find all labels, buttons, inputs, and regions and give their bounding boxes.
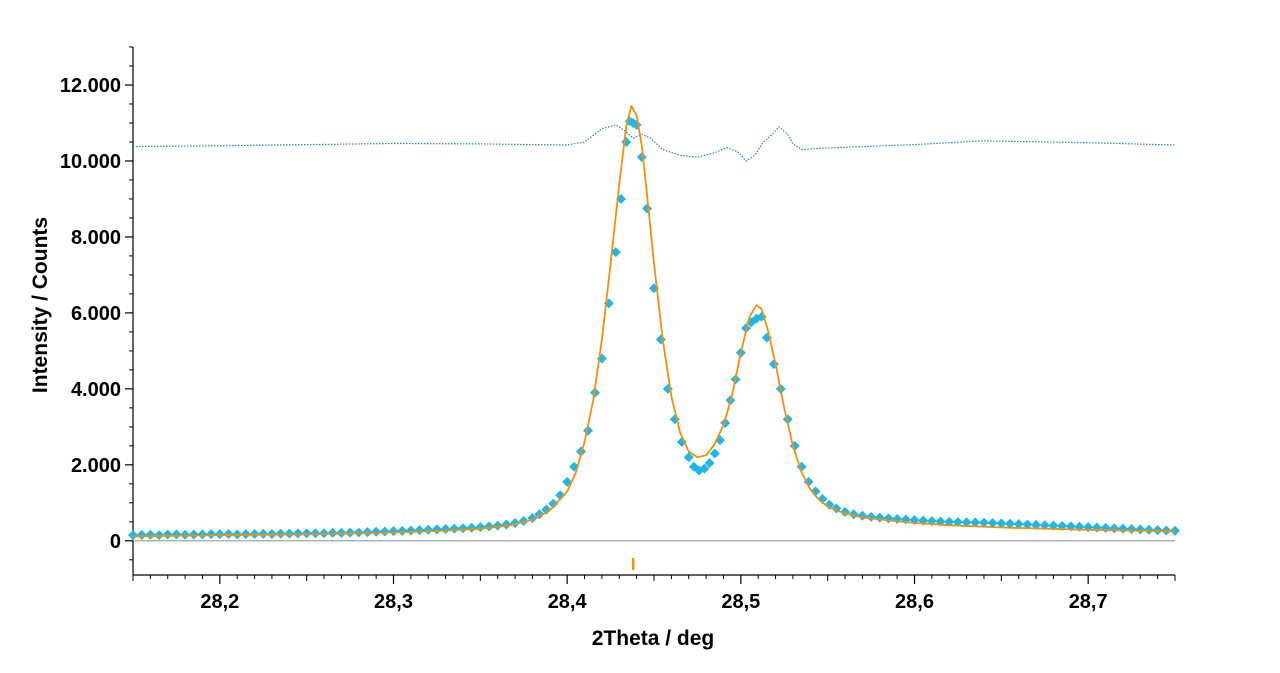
observed-point — [223, 528, 234, 539]
observed-point — [423, 524, 434, 535]
x-axis-title: 2Theta / deg — [592, 627, 715, 650]
observed-point — [136, 529, 147, 540]
observed-point — [1031, 519, 1042, 530]
observed-point — [1109, 523, 1120, 534]
observed-point — [492, 520, 503, 531]
observed-point — [610, 247, 621, 258]
observed-point — [970, 517, 981, 528]
observed-point — [1126, 524, 1137, 535]
observed-point — [128, 530, 138, 541]
observed-points — [128, 116, 1180, 541]
y-tick-label: 8.000 — [71, 227, 121, 249]
observed-point — [397, 525, 408, 536]
observed-point — [874, 512, 885, 523]
observed-point — [371, 526, 382, 537]
axes: 0 2.000 4.000 6.000 8.000 10.000 12.000 28,2 28,… — [60, 46, 1176, 613]
observed-point — [379, 526, 390, 537]
x-tick-label: 28,4 — [548, 591, 588, 613]
observed-point — [388, 526, 399, 537]
observed-point — [206, 529, 217, 540]
x-tick-label: 28,3 — [374, 591, 413, 613]
difference-curve — [132, 124, 1176, 162]
x-tick-label: 28,2 — [200, 591, 239, 613]
calculated-line — [132, 105, 1176, 538]
observed-point — [284, 528, 295, 539]
observed-point — [449, 523, 460, 534]
observed-point — [162, 529, 173, 540]
observed-point — [996, 518, 1007, 529]
observed-point — [362, 527, 373, 538]
observed-point — [301, 528, 312, 539]
observed-point — [214, 529, 225, 540]
observed-point — [457, 523, 468, 534]
observed-point — [978, 517, 989, 528]
observed-point — [1091, 522, 1102, 533]
y-tick-label: 10.000 — [60, 151, 121, 173]
observed-point — [642, 203, 653, 214]
observed-point — [683, 452, 694, 463]
difference-line — [132, 124, 1176, 162]
observed-point — [704, 457, 715, 468]
observed-point — [440, 524, 451, 535]
observed-point — [275, 528, 286, 539]
y-tick-label: 4.000 — [71, 379, 121, 401]
observed-point — [501, 519, 512, 530]
calculated-curve — [132, 105, 1176, 538]
observed-point — [987, 517, 998, 528]
observed-point — [824, 499, 835, 510]
observed-point — [405, 525, 416, 536]
y-tick-label: 6.000 — [71, 303, 121, 325]
y-axis-title: Intensity / Counts — [29, 217, 52, 393]
observed-point — [883, 513, 894, 524]
observed-point — [831, 503, 842, 514]
observed-point — [510, 517, 521, 528]
observed-point — [466, 522, 477, 533]
observed-point — [327, 527, 338, 538]
observed-point — [961, 517, 972, 528]
observed-point — [1117, 523, 1128, 534]
x-tick-label: 28,7 — [1069, 591, 1108, 613]
observed-point — [1100, 522, 1111, 533]
x-tick-label: 28,6 — [895, 591, 934, 613]
observed-point — [431, 524, 442, 535]
x-tick-label: 28,5 — [721, 591, 760, 613]
observed-point — [636, 152, 647, 163]
observed-point — [541, 504, 552, 515]
y-tick-label: 2.000 — [71, 455, 121, 477]
observed-point — [258, 528, 269, 539]
observed-point — [484, 521, 495, 532]
y-tick-label: 12.000 — [60, 75, 121, 97]
observed-point — [1022, 519, 1033, 530]
observed-point — [548, 498, 559, 509]
observed-point — [310, 528, 321, 539]
observed-point — [555, 490, 566, 501]
observed-point — [840, 506, 851, 517]
observed-point — [1135, 524, 1146, 535]
observed-point — [655, 334, 666, 345]
observed-point — [952, 517, 963, 528]
y-tick-label: 0 — [110, 531, 121, 553]
observed-point — [414, 525, 425, 536]
observed-point — [145, 529, 156, 540]
observed-point — [188, 529, 199, 540]
observed-point — [676, 437, 687, 448]
observed-point — [292, 528, 303, 539]
observed-point — [768, 359, 779, 370]
observed-point — [699, 463, 710, 474]
observed-point — [621, 136, 632, 147]
observed-point — [1143, 524, 1154, 535]
observed-point — [1013, 519, 1024, 530]
observed-point — [709, 448, 720, 459]
observed-point — [866, 511, 877, 522]
observed-point — [1005, 518, 1016, 529]
observed-point — [475, 522, 486, 533]
observed-point — [197, 529, 208, 540]
observed-point — [171, 529, 182, 540]
